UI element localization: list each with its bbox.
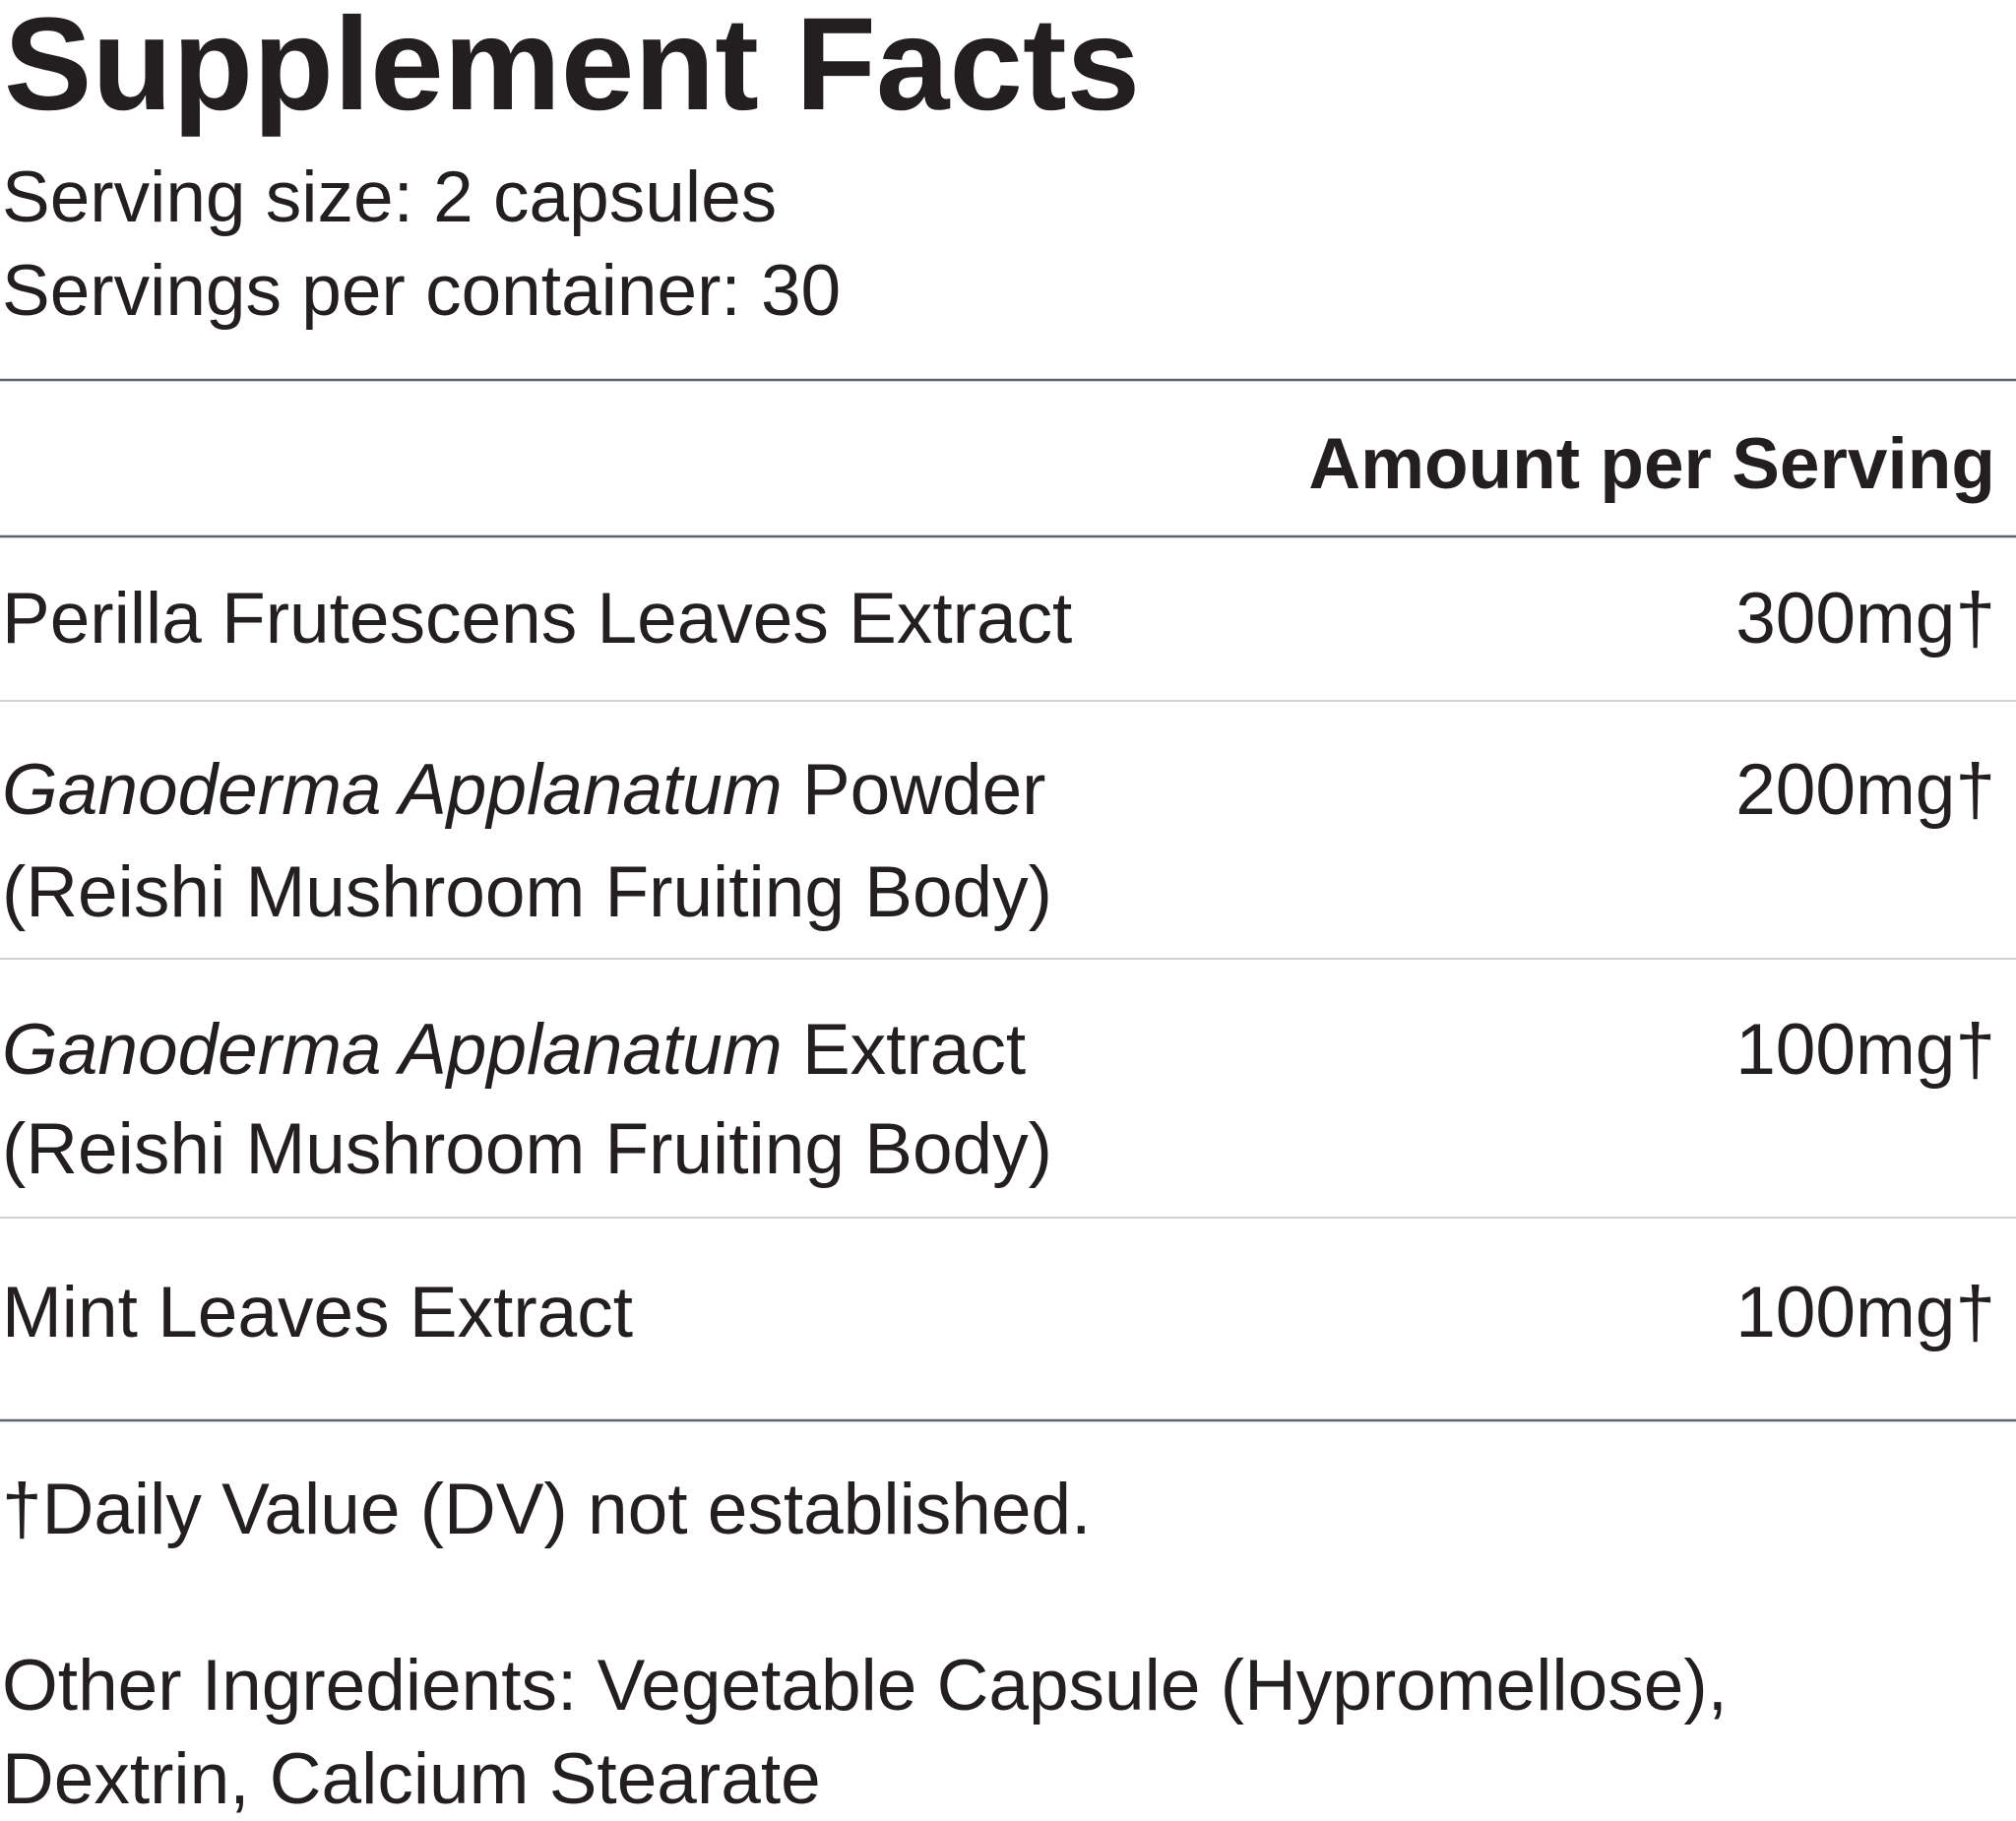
ingredient-name: Ganoderma Applanatum Extract [2, 1010, 1026, 1090]
other-ingredients: Dextrin, Calcium Stearate [2, 1739, 821, 1819]
ingredient-subname: (Reishi Mushroom Fruiting Body) [2, 1109, 1052, 1189]
ingredient-name: Perilla Frutescens Leaves Extract [2, 579, 1072, 659]
ingredient-subname: (Reishi Mushroom Fruiting Body) [2, 852, 1052, 932]
ingredient-name: Ganoderma Applanatum Powder [2, 750, 1045, 830]
ingredient-name-rest: Extract [802, 1010, 1026, 1090]
ingredient-amount: 100mg† [1735, 1273, 1995, 1352]
amount-header: Amount per Serving [1308, 424, 1995, 504]
ingredient-name-italic: Ganoderma Applanatum [2, 750, 783, 830]
ingredient-name-rest: Powder [802, 750, 1046, 830]
ingredient-amount: 300mg† [1735, 579, 1995, 659]
title: Supplement Facts [4, 0, 1140, 138]
ingredient-name-italic: Ganoderma Applanatum [2, 1010, 783, 1090]
servings-per-container: Servings per container: 30 [2, 251, 841, 331]
other-ingredients: Other Ingredients: Vegetable Capsule (Hy… [2, 1646, 1728, 1726]
ingredient-name: Mint Leaves Extract [2, 1273, 633, 1352]
ingredient-amount: 200mg† [1735, 750, 1995, 830]
serving-size: Serving size: 2 capsules [2, 157, 777, 237]
ingredient-amount: 100mg† [1735, 1010, 1995, 1090]
footnote: †Daily Value (DV) not established. [2, 1470, 1091, 1549]
